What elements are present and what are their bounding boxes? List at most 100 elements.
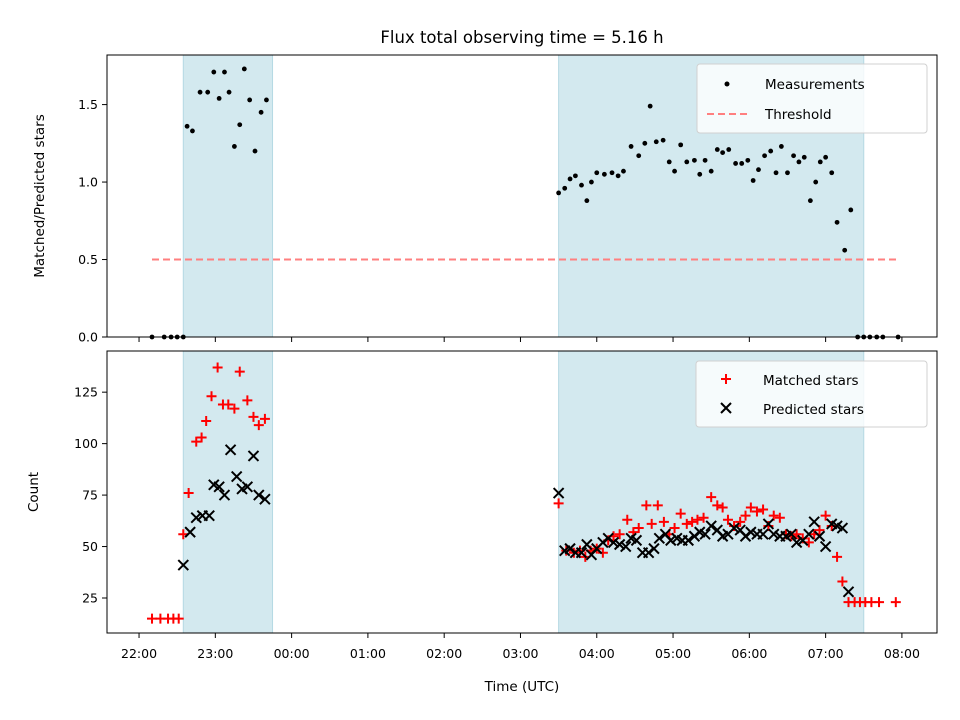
y-tick-label: 0.0 (78, 330, 98, 345)
matched-star-point (253, 420, 264, 431)
matched-star-point (178, 529, 189, 540)
predicted-star-point (819, 540, 832, 553)
predicted-star-point (813, 530, 826, 542)
measurement-point (653, 139, 659, 145)
x-tick-label: 01:00 (350, 646, 386, 661)
matched-star-point (234, 366, 245, 377)
matched-star-point (814, 525, 825, 536)
predicted-star-point (803, 528, 815, 540)
measurement-point (739, 161, 745, 166)
measurement-point (791, 153, 796, 159)
measurement-point (813, 179, 819, 185)
measurement-point (702, 157, 708, 163)
measurement-point (756, 167, 761, 173)
top-panel-x-ticks (138, 337, 903, 342)
matched-star-point (675, 508, 686, 519)
predicted-star-point (184, 526, 196, 538)
x-tick-label: 07:00 (808, 646, 844, 661)
predicted-star-point (203, 509, 215, 522)
predicted-star-point (177, 559, 189, 571)
bottom-panel-y-ticks: 25 50 75 100 125 (74, 385, 107, 606)
measurement-point (573, 173, 578, 179)
matched-stars-legend-marker (721, 374, 731, 384)
matched-stars-legend-label: Matched stars (763, 373, 859, 389)
measurement-point (615, 173, 621, 179)
matched-star-point (820, 510, 831, 521)
y-tick-label: 0.5 (78, 252, 98, 267)
measurement-point (684, 159, 690, 165)
measurement-point (834, 219, 840, 225)
measurement-point (621, 168, 626, 174)
matched-star-point (641, 500, 652, 511)
matched-star-point (774, 512, 785, 523)
top-panel: 0.0 0.5 1.0 1.5 Matched/Predicted stars Mea… (32, 54, 938, 345)
measurement-point (750, 178, 756, 183)
y-tick-label: 50 (82, 539, 98, 554)
measurement-point (184, 123, 190, 129)
predicted-star-point (253, 489, 265, 501)
measurement-point (237, 122, 243, 128)
measurement-point (556, 190, 562, 196)
predicted-star-point (620, 540, 632, 553)
top-panel-ylabel: Matched/Predicted stars (32, 114, 48, 277)
predicted-star-point (218, 489, 231, 501)
measurements-legend-label: Measurements (765, 77, 865, 93)
predicted-star-point (224, 444, 237, 456)
matched-star-point (712, 500, 723, 511)
measurement-point (231, 144, 237, 149)
matched-star-point (751, 506, 762, 517)
predicted-star-point (728, 522, 740, 534)
measurement-point (601, 171, 607, 177)
x-tick-label: 05:00 (655, 646, 691, 661)
matched-star-point (201, 415, 212, 426)
matched-star-point (646, 518, 657, 529)
predicted-star-point (665, 534, 677, 547)
predicted-star-point (785, 528, 797, 540)
measurement-point (258, 109, 264, 115)
predicted-star-point (607, 536, 620, 549)
measurement-point (848, 207, 854, 213)
measurement-point (562, 185, 568, 191)
measurement-point (579, 182, 584, 188)
measurement-point (222, 69, 227, 75)
matched-star-point (740, 510, 751, 521)
matched-star-point (698, 512, 709, 523)
predicted-star-point (682, 534, 695, 547)
matched-star-point (758, 504, 769, 515)
x-tick-label: 23:00 (197, 646, 233, 661)
measurement-point (628, 144, 634, 149)
measurement-point (785, 170, 790, 176)
measurement-point (842, 247, 848, 253)
matched-star-point (561, 545, 572, 556)
measurement-point (714, 147, 720, 152)
measurement-point (829, 170, 835, 176)
bottom-panel-ylabel: Count (26, 472, 42, 512)
predicted-stars-legend-marker (720, 402, 732, 414)
matched-star-point (745, 502, 756, 513)
measurement-point (589, 179, 594, 185)
predicted-star-point (630, 534, 643, 547)
matched-star-point (658, 516, 669, 527)
bottom-panel-x-ticks: 22:00 23:00 00:00 01:00 02:00 03:00 04:00 05:00… (121, 633, 920, 661)
predicted-star-point (768, 528, 780, 540)
predicted-star-point (842, 586, 855, 598)
x-tick-label: 04:00 (579, 646, 615, 661)
y-tick-label: 1.5 (78, 97, 98, 112)
measurement-point (726, 147, 732, 152)
matched-star-point (669, 523, 680, 534)
matched-star-point (692, 514, 703, 525)
measurement-point (672, 168, 677, 174)
predicted-star-point (757, 528, 769, 540)
predicted-star-point (259, 493, 271, 505)
measurement-point (642, 140, 648, 146)
measurement-point (584, 198, 590, 204)
measurement-point (762, 153, 767, 159)
predicted-stars-series (177, 444, 855, 598)
predicted-star-point (836, 522, 849, 534)
measurement-point (678, 142, 684, 148)
predicted-star-point (190, 512, 202, 524)
chart-title: Flux total observing time = 5.16 h (380, 28, 663, 47)
matched-star-point (722, 514, 733, 525)
matched-star-point (229, 403, 240, 414)
